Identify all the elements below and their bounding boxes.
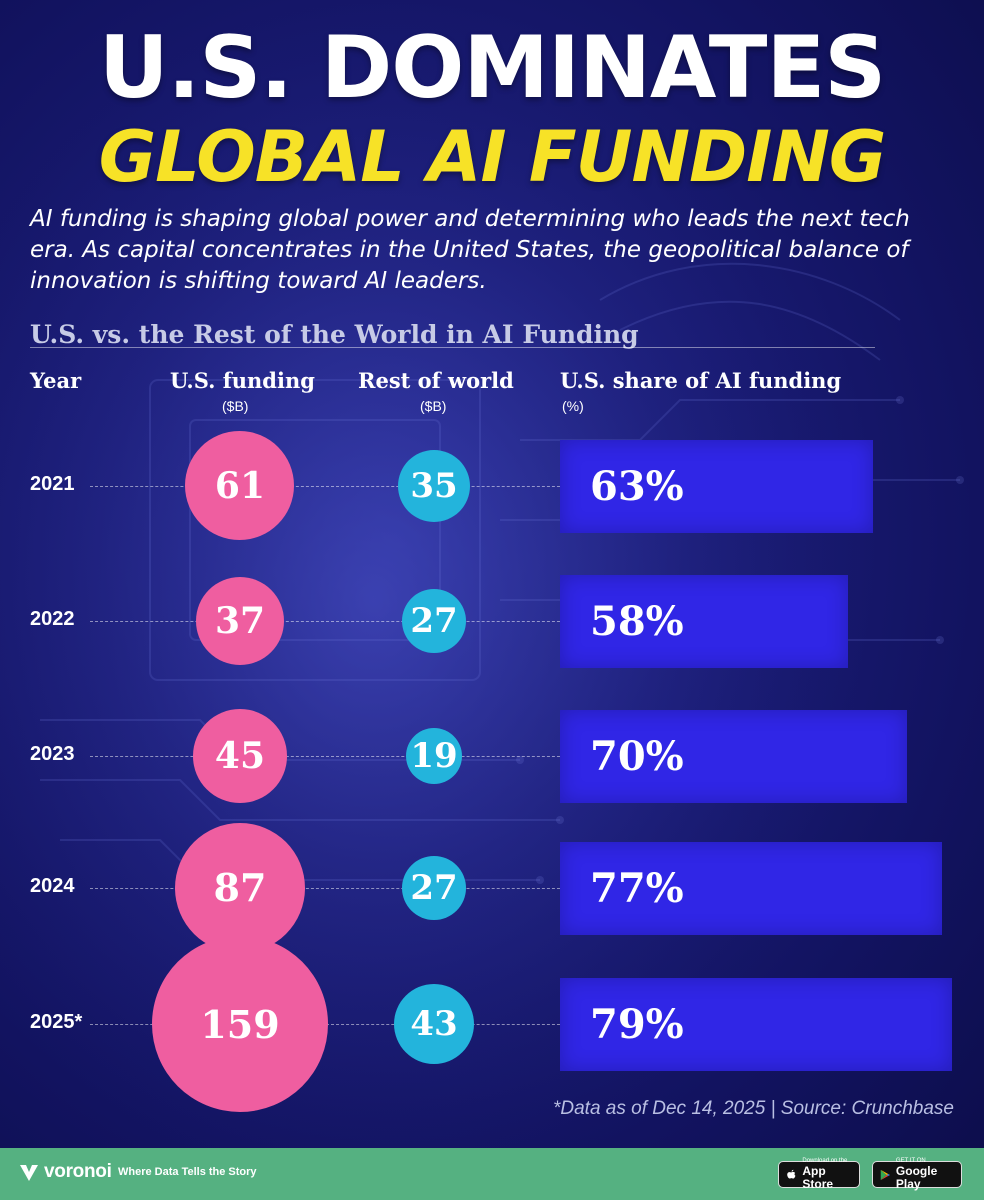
column-unit-us-share: (%) bbox=[562, 398, 584, 414]
column-unit-us-funding: ($B) bbox=[222, 398, 249, 414]
us-share-value: 77% bbox=[590, 865, 684, 912]
us-funding-value: 87 bbox=[213, 865, 267, 911]
google-play-icon bbox=[880, 1169, 891, 1180]
us-share-value: 58% bbox=[590, 598, 684, 645]
us-funding-bubble: 37 bbox=[196, 577, 284, 665]
us-share-value: 63% bbox=[590, 463, 684, 510]
rest-of-world-value: 19 bbox=[410, 736, 458, 776]
rest-of-world-bubble: 35 bbox=[397, 449, 471, 523]
apple-icon bbox=[787, 1169, 796, 1179]
google-play-label: Google Play bbox=[895, 1164, 938, 1191]
app-store-label: App Store bbox=[802, 1164, 834, 1191]
row-guide-line bbox=[90, 486, 570, 487]
us-funding-bubble: 159 bbox=[152, 936, 328, 1112]
column-header-year: Year bbox=[30, 368, 82, 393]
title-divider bbox=[30, 347, 875, 348]
subtitle: AI funding is shaping global power and d… bbox=[30, 206, 910, 294]
voronoi-logo-icon bbox=[20, 1165, 38, 1181]
us-share-value: 79% bbox=[590, 1001, 684, 1048]
google-play-small-text: GET IT ON bbox=[895, 1158, 926, 1164]
us-funding-bubble: 61 bbox=[185, 431, 295, 541]
chart-title: U.S. vs. the Rest of the World in AI Fun… bbox=[30, 320, 639, 349]
row-guide-line bbox=[90, 888, 570, 889]
column-header-us-share: U.S. share of AI funding bbox=[560, 368, 842, 393]
us-funding-value: 159 bbox=[200, 1001, 280, 1047]
column-header-rest-of-world: Rest of world bbox=[358, 368, 514, 393]
year-label: 2024 bbox=[30, 875, 75, 897]
us-funding-value: 37 bbox=[214, 600, 266, 642]
year-label: 2023 bbox=[30, 743, 75, 765]
app-store-badge[interactable]: Download on the App Store bbox=[778, 1158, 860, 1191]
brand-tagline: Where Data Tells the Story bbox=[118, 1166, 257, 1178]
row-guide-line bbox=[90, 621, 570, 622]
year-label: 2025* bbox=[30, 1011, 83, 1033]
us-funding-value: 45 bbox=[214, 734, 266, 777]
us-share-bar: 70% bbox=[560, 710, 908, 803]
us-share-bar: 79% bbox=[560, 978, 952, 1071]
footer-bar: voronoi Where Data Tells the Story Downl… bbox=[0, 1148, 984, 1200]
us-funding-bubble: 87 bbox=[174, 822, 306, 954]
rest-of-world-bubble: 27 bbox=[401, 588, 467, 654]
row-guide-line bbox=[90, 756, 570, 757]
main-title: U.S. DOMINATES bbox=[98, 18, 886, 118]
main-title-highlight: GLOBAL AI FUNDING bbox=[98, 116, 887, 198]
source-footnote: *Data as of Dec 14, 2025 | Source: Crunc… bbox=[552, 1098, 954, 1119]
year-label: 2021 bbox=[30, 473, 75, 495]
app-store-small-text: Download on the bbox=[802, 1158, 848, 1164]
us-share-bar: 58% bbox=[560, 575, 848, 668]
voronoi-logo[interactable]: voronoi bbox=[18, 1161, 112, 1183]
us-funding-bubble: 45 bbox=[193, 709, 287, 803]
google-play-badge[interactable]: GET IT ON Google Play bbox=[872, 1158, 962, 1191]
us-share-bar: 77% bbox=[560, 842, 943, 935]
rest-of-world-bubble: 19 bbox=[406, 728, 462, 784]
us-share-bar: 63% bbox=[560, 440, 873, 533]
brand-name: voronoi bbox=[44, 1161, 112, 1182]
us-share-value: 70% bbox=[590, 733, 684, 780]
row-guide-line bbox=[90, 1024, 570, 1025]
column-unit-rest-of-world: ($B) bbox=[420, 398, 447, 414]
us-funding-value: 61 bbox=[214, 464, 266, 507]
rest-of-world-value: 35 bbox=[410, 465, 458, 506]
rest-of-world-value: 27 bbox=[410, 867, 458, 908]
rest-of-world-bubble: 43 bbox=[394, 984, 474, 1064]
rest-of-world-value: 27 bbox=[410, 600, 458, 641]
rest-of-world-value: 43 bbox=[410, 1004, 458, 1044]
rest-of-world-bubble: 27 bbox=[401, 855, 467, 921]
year-label: 2022 bbox=[30, 608, 75, 630]
column-header-us-funding: U.S. funding bbox=[170, 368, 315, 393]
